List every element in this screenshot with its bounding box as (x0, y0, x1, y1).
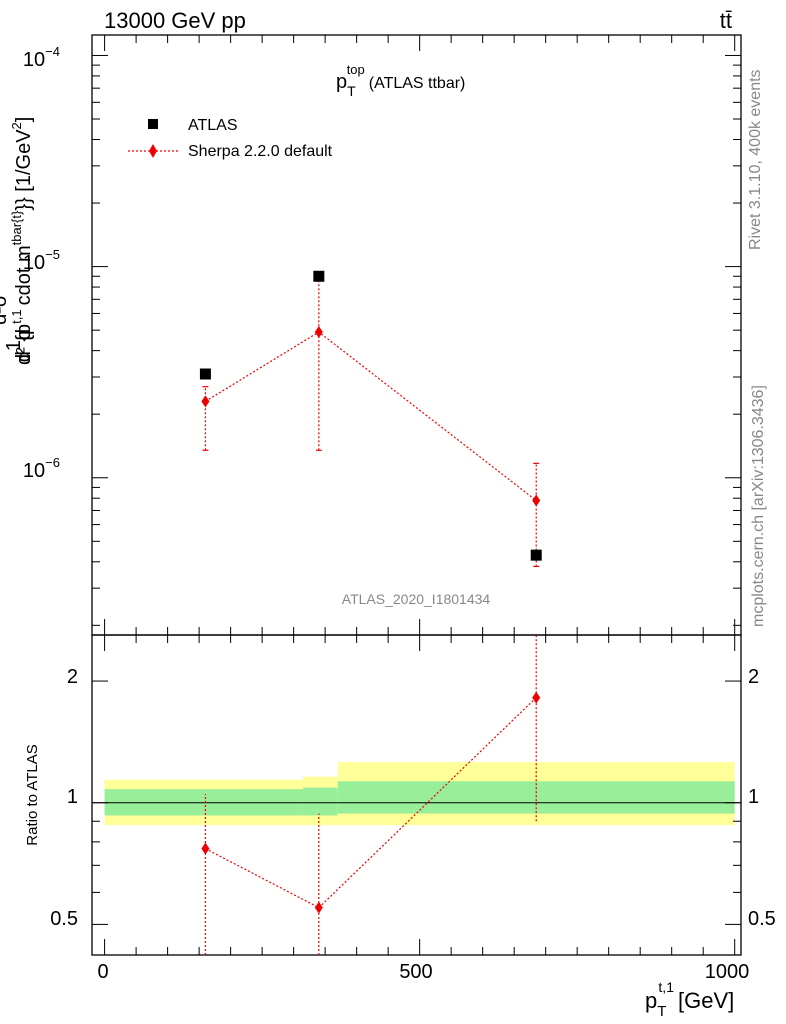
atlas-point (313, 270, 325, 282)
ratio-ytick-right-05: 0.5 (748, 908, 776, 930)
ytick-1e-6: 10−6 (23, 455, 60, 482)
sherpa-line (205, 331, 537, 502)
legend-sherpa-label: Sherpa 2.2.0 default (188, 143, 333, 160)
sherpa-point (201, 395, 210, 408)
legend: ATLAS Sherpa 2.2.0 default (128, 117, 333, 160)
ratio-bands (104, 762, 735, 826)
main-ticks (92, 35, 741, 635)
x-axis-label: pTt,1[GeV] (645, 979, 734, 1020)
ratio-marks (201, 635, 541, 955)
ratio-panel: 2 1 0.5 2 1 0.5 Ratio to ATLAS (24, 634, 776, 956)
xtick-1000: 1000 (705, 961, 750, 983)
title-rest: (ATLAS ttbar) (369, 75, 466, 92)
legend-sherpa-marker (149, 144, 157, 158)
ratio-sherpa-line (205, 697, 537, 909)
main-marks (199, 270, 542, 568)
main-ylabel: d1dd²σfidd² {pt,1cdot mtbar{t}}} [1/GeV2… (0, 117, 35, 365)
ytick-1e-4: 10−4 (23, 44, 60, 71)
process-label: tt̄ (720, 8, 732, 33)
ratio-ytick-left-2: 2 (67, 666, 78, 688)
legend-atlas-label: ATLAS (188, 117, 238, 134)
atlas-point (530, 549, 542, 561)
ratio-sherpa-point (532, 691, 541, 704)
energy-label: 13000 GeV pp (104, 8, 246, 33)
sherpa-point (314, 326, 323, 339)
main-panel: pTtop (ATLAS ttbar) ATLAS_2020_I1801434 1… (0, 34, 742, 636)
ratio-ytick-left-1: 1 (67, 786, 78, 808)
ytick-1e-5: 10−5 (23, 247, 60, 274)
xtick-500: 500 (399, 961, 432, 983)
atlas-point (199, 368, 211, 380)
legend-atlas-marker (148, 119, 158, 129)
ratio-ticks (92, 635, 741, 955)
ratio-ytick-right-2: 2 (748, 666, 759, 688)
ratio-sherpa-point (201, 842, 210, 855)
title-sub: T (347, 83, 356, 99)
ratio-ytick-left-05: 0.5 (50, 908, 78, 930)
mcplots-label: mcplots.cern.ch [arXiv:1306.3436] (750, 385, 767, 627)
title-sup: top (347, 62, 365, 77)
ratio-band-inner (303, 787, 338, 816)
analysis-id: ATLAS_2020_I1801434 (342, 591, 491, 607)
ratio-ytick-right-1: 1 (748, 786, 759, 808)
ratio-frame (91, 634, 742, 956)
svg-text:d1dd²σfidd² {pt,1cdot mtbar{t}: d1dd²σfidd² {pt,1cdot mtbar{t}}} [1/GeV2… (0, 117, 35, 365)
rivet-label: Rivet 3.1.10, 400k events (747, 69, 764, 250)
xtick-0: 0 (97, 961, 108, 983)
sherpa-point (532, 494, 541, 507)
main-title: pTtop (ATLAS ttbar) (336, 62, 465, 99)
ratio-ylabel: Ratio to ATLAS (24, 744, 41, 845)
ratio-sherpa-point (314, 901, 323, 914)
title-p: p (336, 71, 347, 93)
